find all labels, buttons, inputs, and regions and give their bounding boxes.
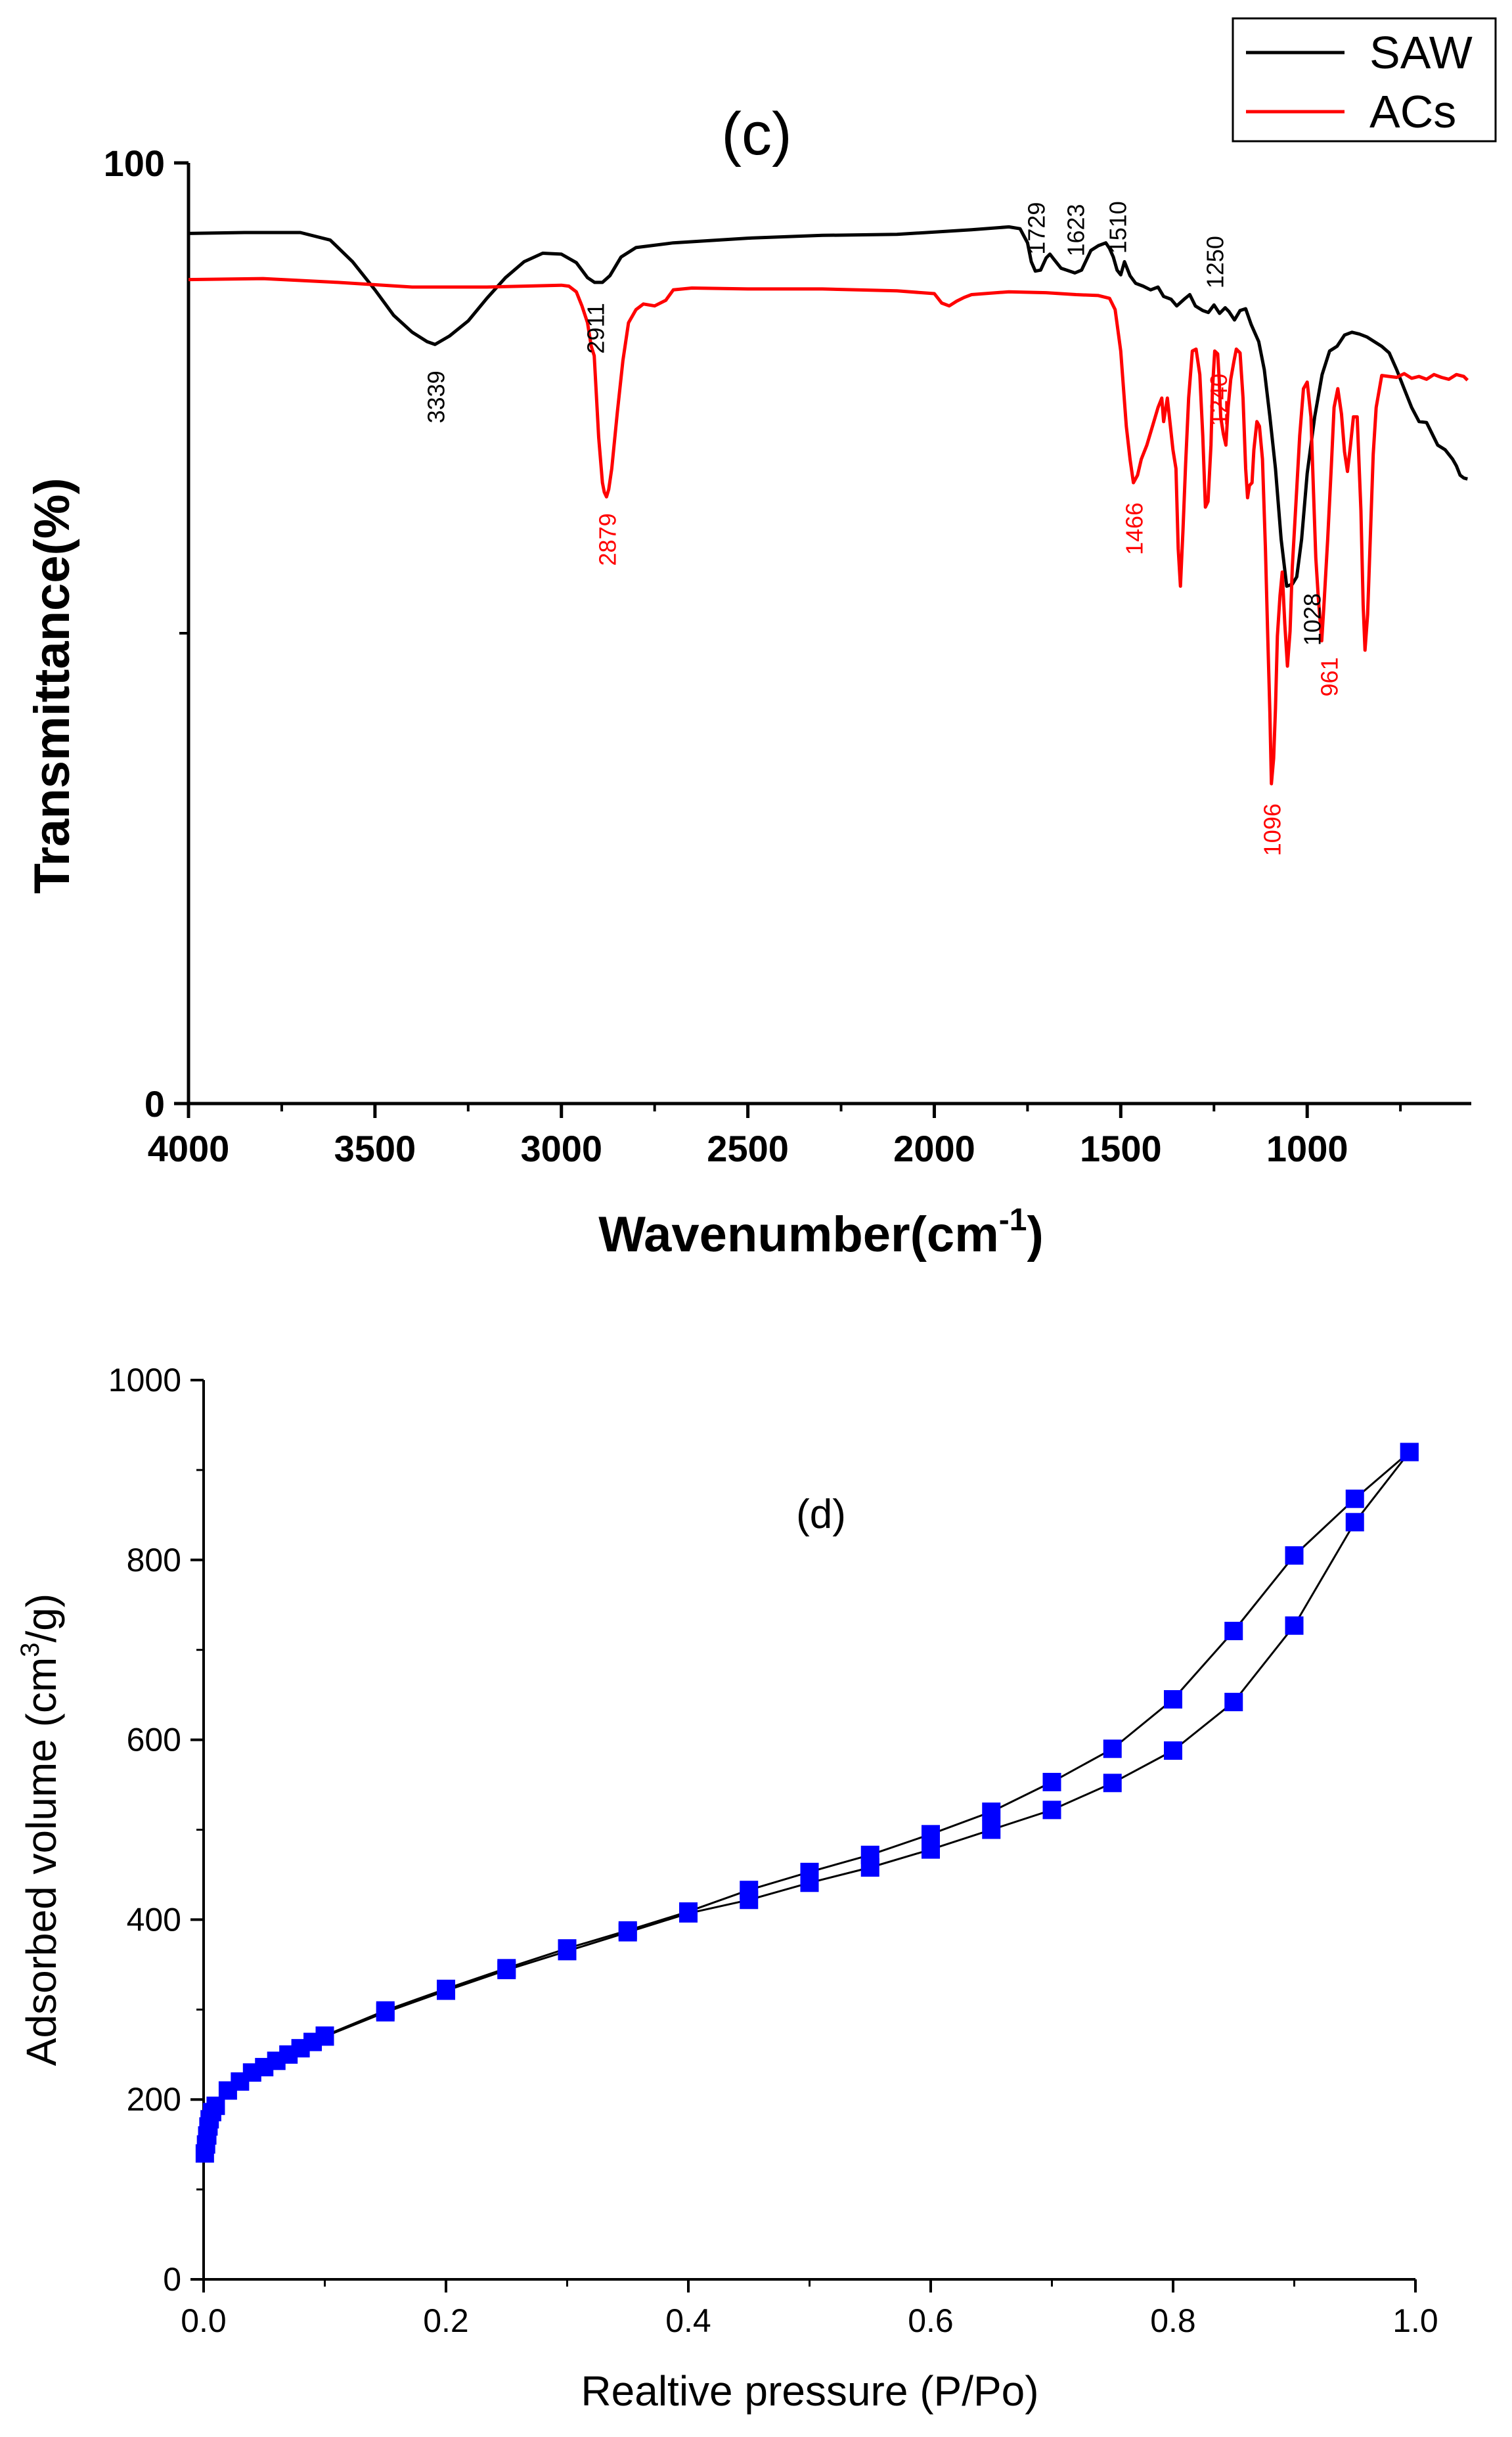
- y-tick-label: 800: [127, 1542, 181, 1578]
- x-tick-label: 0.0: [181, 2302, 227, 2339]
- x-tick-label: 3500: [334, 1128, 416, 1169]
- x-tick-label: 0.4: [665, 2302, 711, 2339]
- x-tick-label: 2000: [893, 1128, 975, 1169]
- y-axis-label: Transmittance(%): [24, 478, 80, 894]
- peak-label: 1250: [1201, 236, 1228, 288]
- x-tick-label: 2500: [707, 1128, 789, 1169]
- peak-label: 1240: [1205, 374, 1232, 426]
- x-tick-label: 0.8: [1150, 2302, 1196, 2339]
- legend: SAW ACs: [1232, 17, 1497, 143]
- peak-label: 1466: [1121, 503, 1148, 555]
- y-tick-label: 600: [127, 1722, 181, 1758]
- data-point-adsorption: [1285, 1616, 1304, 1635]
- data-point-adsorption: [982, 1820, 1001, 1839]
- y-tick-label: 400: [127, 1901, 181, 1938]
- data-point-desorption: [497, 1959, 516, 1978]
- data-point-desorption: [1103, 1739, 1122, 1758]
- panel-label: (d): [796, 1492, 846, 1537]
- panel-label: (c): [721, 101, 791, 168]
- data-point-adsorption: [1103, 1774, 1122, 1793]
- peak-label: 1623: [1063, 204, 1090, 256]
- legend-label-acs: ACs: [1369, 86, 1456, 137]
- y-tick-label: 100: [104, 143, 165, 184]
- series-line-adsorption: [204, 1451, 1410, 2154]
- data-point-desorption: [1164, 1689, 1182, 1709]
- y-tick-label: 1000: [108, 1362, 181, 1398]
- data-point-desorption: [679, 1902, 698, 1921]
- y-axis-label: Adsorbed volume (cm3/g): [16, 1594, 65, 2066]
- legend-label-saw: SAW: [1369, 27, 1473, 78]
- peak-label: 1729: [1023, 202, 1050, 255]
- data-point-desorption: [1285, 1546, 1304, 1565]
- data-point-adsorption: [1345, 1513, 1364, 1532]
- x-tick-label: 0.2: [423, 2302, 469, 2339]
- series-line-saw: [188, 225, 1468, 588]
- y-tick-label: 0: [163, 2261, 181, 2298]
- peak-label: 3339: [422, 370, 449, 423]
- x-tick-label: 3000: [520, 1128, 602, 1169]
- peak-label: 1510: [1105, 201, 1132, 254]
- data-point-desorption: [860, 1845, 879, 1864]
- x-tick-label: 4000: [148, 1128, 230, 1169]
- x-axis-label: Realtive pressure (P/Po): [581, 2367, 1038, 2415]
- data-point-desorption: [558, 1939, 577, 1958]
- data-point-adsorption: [1042, 1800, 1061, 1820]
- data-point-desorption: [982, 1802, 1001, 1822]
- peak-label: 1096: [1259, 803, 1286, 856]
- x-tick-label: 0.6: [908, 2302, 954, 2339]
- isotherm-chart: 0.0 0.2 0.4 0.6 0.8 1.0 0 200 400 600 800 1000 (d) Re…: [16, 1362, 1438, 2415]
- data-point-desorption: [800, 1862, 819, 1881]
- series-line-acs: [188, 277, 1469, 786]
- data-point-adsorption: [1224, 1693, 1243, 1712]
- data-point-desorption: [1400, 1442, 1419, 1462]
- peak-label: 961: [1316, 657, 1343, 696]
- data-point-adsorption: [1164, 1741, 1182, 1760]
- data-point-desorption: [376, 2001, 395, 2020]
- peak-label: 2879: [594, 513, 621, 566]
- data-point-desorption: [1224, 1621, 1243, 1640]
- data-point-desorption: [618, 1921, 637, 1940]
- y-tick-label: 200: [127, 2081, 181, 2118]
- x-tick-label: 1000: [1266, 1128, 1348, 1169]
- series-line-desorption: [324, 1451, 1410, 2037]
- data-point-desorption: [740, 1881, 759, 1900]
- data-point-desorption: [1345, 1489, 1364, 1508]
- x-tick-label: 1.0: [1392, 2302, 1438, 2339]
- x-axis-label: Wavenumber(cm-1): [598, 1203, 1044, 1263]
- peak-label: 2911: [582, 303, 609, 353]
- data-point-desorption: [922, 1825, 940, 1844]
- data-point-desorption: [315, 2026, 334, 2046]
- legend-box: [1232, 17, 1497, 143]
- data-point-desorption: [437, 1979, 455, 1998]
- y-tick-label: 0: [145, 1083, 165, 1125]
- data-point-desorption: [1042, 1772, 1061, 1791]
- x-tick-label: 1500: [1080, 1128, 1162, 1169]
- ftir-chart: 4000 3500 3000 2500 2000 1500 1000 0 100 3339 2911…: [24, 17, 1497, 1263]
- peak-label: 1028: [1299, 593, 1325, 646]
